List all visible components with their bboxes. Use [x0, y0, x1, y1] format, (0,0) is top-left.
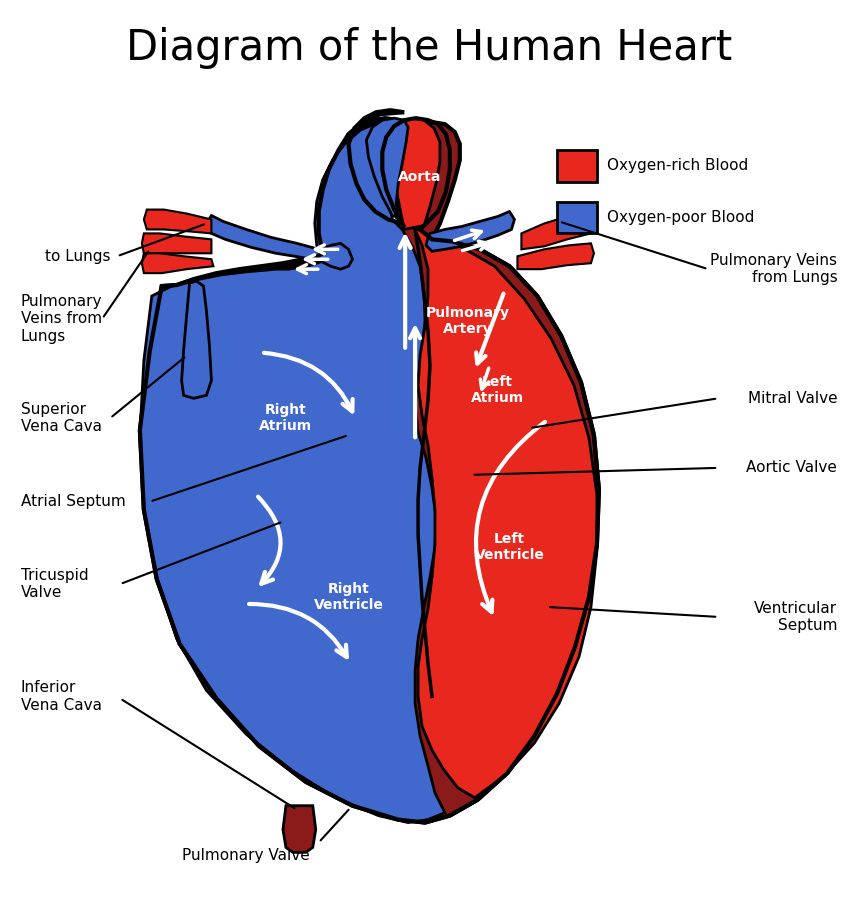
- Polygon shape: [426, 211, 515, 252]
- Polygon shape: [143, 209, 211, 234]
- Text: Pulmonary
Veins from
Lungs: Pulmonary Veins from Lungs: [21, 294, 102, 343]
- Text: Oxygen-rich Blood: Oxygen-rich Blood: [606, 158, 748, 174]
- Text: Inferior
Vena Cava: Inferior Vena Cava: [21, 681, 101, 713]
- Text: Pulmonary
Artery: Pulmonary Artery: [426, 306, 509, 336]
- Text: Ventricular
Septum: Ventricular Septum: [754, 601, 838, 633]
- Polygon shape: [517, 244, 594, 269]
- Bar: [557, 150, 597, 182]
- Polygon shape: [142, 254, 213, 273]
- Polygon shape: [206, 216, 352, 269]
- Text: Atrial Septum: Atrial Septum: [21, 494, 125, 509]
- Text: Superior
Vena Cava: Superior Vena Cava: [21, 402, 101, 434]
- Polygon shape: [521, 211, 594, 249]
- Text: to Lungs: to Lungs: [45, 249, 110, 263]
- Text: Pulmonary Veins
from Lungs: Pulmonary Veins from Lungs: [710, 253, 838, 285]
- Text: Aortic Valve: Aortic Valve: [746, 460, 838, 476]
- Text: Left
Ventricle: Left Ventricle: [474, 532, 545, 563]
- Text: Oxygen-poor Blood: Oxygen-poor Blood: [606, 210, 754, 225]
- Bar: [557, 201, 597, 234]
- Polygon shape: [181, 281, 211, 398]
- Text: Right
Ventricle: Right Ventricle: [314, 582, 383, 612]
- Polygon shape: [414, 227, 597, 797]
- Polygon shape: [283, 806, 316, 852]
- Polygon shape: [140, 118, 599, 823]
- Text: Pulmonary Valve: Pulmonary Valve: [182, 848, 310, 863]
- Polygon shape: [142, 234, 211, 254]
- Polygon shape: [367, 118, 408, 217]
- Text: Right
Atrium: Right Atrium: [259, 403, 313, 433]
- Text: Diagram of the Human Heart: Diagram of the Human Heart: [126, 27, 732, 68]
- Text: Mitral Valve: Mitral Valve: [747, 391, 838, 405]
- Polygon shape: [390, 118, 440, 229]
- Text: Left
Atrium: Left Atrium: [471, 375, 524, 405]
- Text: Tricuspid
Valve: Tricuspid Valve: [21, 568, 88, 601]
- Polygon shape: [140, 120, 445, 823]
- Text: Aorta: Aorta: [399, 170, 442, 183]
